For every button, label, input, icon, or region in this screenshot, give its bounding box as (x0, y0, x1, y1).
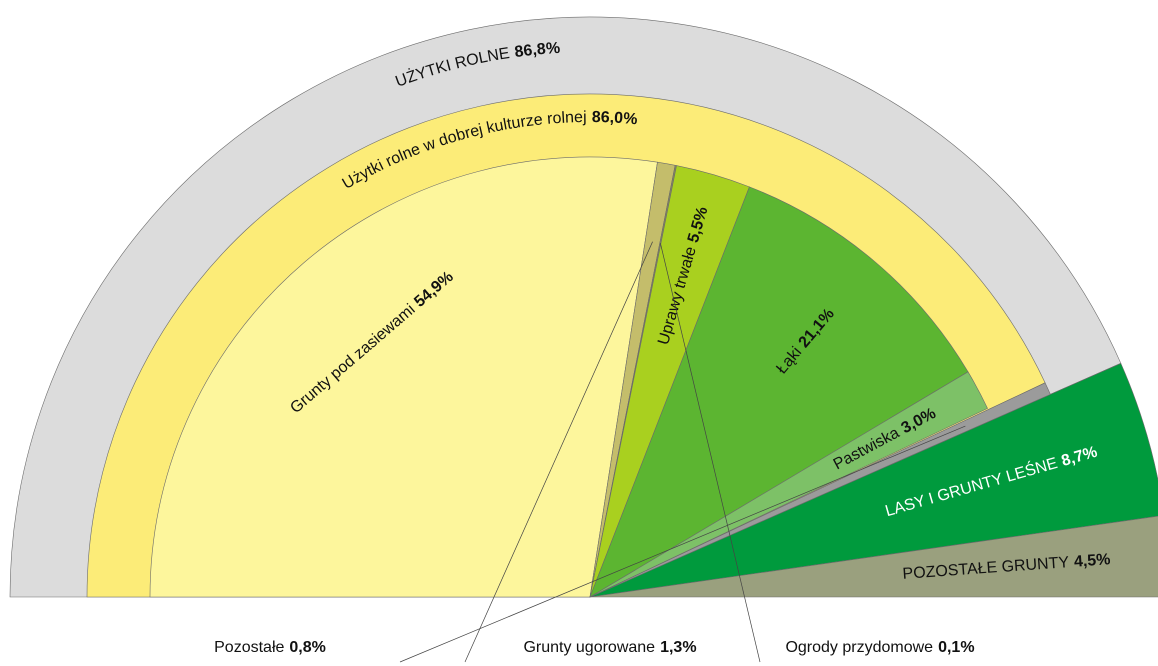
segment-name: Ogrody przydomowe (785, 639, 933, 656)
segment-value: 86,8% (514, 40, 561, 61)
segment-label: Ogrody przydomowe 0,1% (785, 639, 974, 656)
segment-value: 4,5% (1073, 551, 1111, 571)
wedge (149, 156, 658, 598)
segment-value: 0,8% (289, 639, 325, 656)
segment-label: Pozostałe 0,8% (214, 639, 326, 656)
wedge (589, 186, 969, 598)
leader-line (464, 241, 653, 663)
wedge (589, 371, 988, 598)
segment-label: Grunty ugorowane 1,3% (523, 639, 696, 656)
segment-value: 86,0% (592, 109, 638, 128)
wedge (589, 382, 1051, 598)
segment-value: 0,1% (938, 639, 974, 656)
wedge (589, 362, 1158, 598)
segment-name: Grunty ugorowane (523, 639, 655, 656)
leader-line (660, 243, 761, 663)
wedge (589, 515, 1158, 598)
segment-value: 1,3% (660, 639, 696, 656)
leader-line (399, 425, 966, 663)
segment-name: Pozostałe (214, 639, 284, 656)
